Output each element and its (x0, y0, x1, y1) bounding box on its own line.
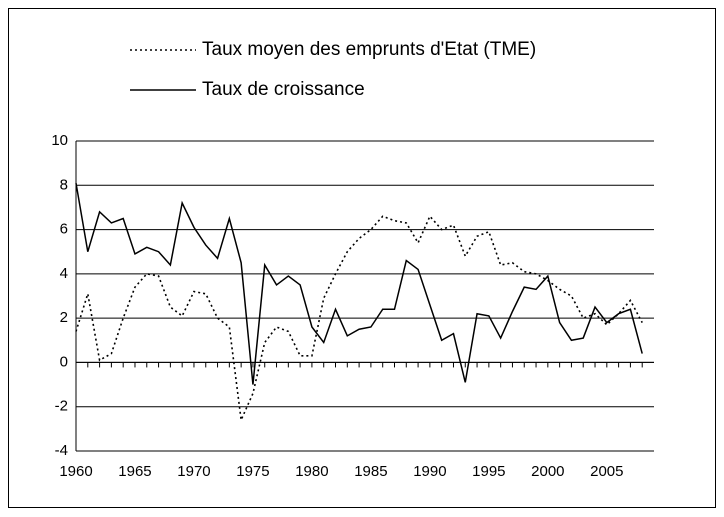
chart-frame (8, 8, 716, 508)
y-tick-label: 2 (60, 309, 68, 326)
x-tick-label: 2000 (531, 463, 564, 480)
x-tick-label: 1980 (295, 463, 328, 480)
x-tick-label: 1990 (413, 463, 446, 480)
y-tick-label: -4 (55, 442, 68, 459)
x-tick-label: 1970 (177, 463, 210, 480)
series-line (75, 214, 643, 423)
y-tick-label: 6 (60, 221, 68, 238)
x-tick-label: 1965 (118, 463, 151, 480)
series-line (75, 182, 643, 385)
y-tick-label: 0 (60, 353, 68, 370)
x-tick-label: 2005 (590, 463, 623, 480)
x-tick-label: 1960 (59, 463, 92, 480)
y-tick-label: -2 (55, 398, 68, 415)
x-tick-label: 1995 (472, 463, 505, 480)
y-tick-label: 8 (60, 176, 68, 193)
x-tick-label: 1985 (354, 463, 387, 480)
y-tick-label: 10 (51, 132, 68, 149)
x-tick-label: 1975 (236, 463, 269, 480)
y-tick-label: 4 (60, 265, 68, 282)
legend-label: Taux moyen des emprunts d'Etat (TME) (202, 39, 536, 60)
legend-label: Taux de croissance (202, 79, 365, 100)
